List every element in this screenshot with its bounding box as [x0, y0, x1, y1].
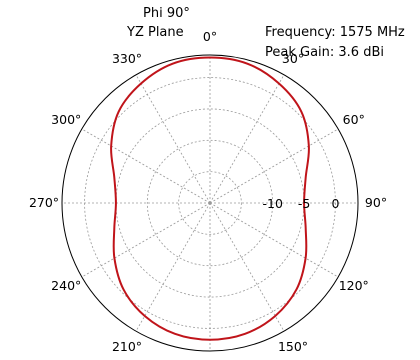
angle-gridline	[81, 128, 211, 204]
polar-frame	[61, 54, 359, 352]
angle-gridline	[81, 202, 211, 278]
angle-tick-label: 0°	[203, 29, 217, 44]
chart-title-line1: Phi 90°	[143, 6, 190, 21]
angle-tick-label: 30°	[282, 51, 304, 66]
radial-tick-label: -5	[298, 196, 310, 211]
angle-tick-label: 60°	[343, 112, 365, 127]
angle-tick-label: 120°	[339, 278, 369, 293]
angle-gridline	[209, 74, 285, 204]
angle-tick-label: 210°	[112, 339, 142, 354]
angle-tick-label: 270°	[29, 195, 59, 210]
angle-gridline	[209, 128, 339, 204]
angle-tick-label: 90°	[365, 195, 387, 210]
gain-pattern-line	[110, 56, 310, 341]
peak-gain-label: Peak Gain: 3.6 dBi	[265, 45, 384, 60]
chart-title-line2: YZ Plane	[127, 25, 184, 40]
angle-gridline	[135, 74, 211, 204]
angle-tick-label: 240°	[51, 278, 81, 293]
angle-tick-label: 300°	[51, 112, 81, 127]
radial-gridline	[178, 171, 242, 235]
angle-gridline	[135, 202, 211, 332]
angle-tick-label: 330°	[112, 51, 142, 66]
angle-gridline	[209, 202, 285, 332]
angle-tick-label: 150°	[278, 339, 308, 354]
angle-gridline	[209, 202, 339, 278]
radial-gridline	[146, 139, 274, 267]
frequency-label: Frequency: 1575 MHz	[265, 25, 405, 40]
radial-tick-label: 0	[331, 196, 339, 211]
radial-tick-label: -10	[263, 196, 283, 211]
